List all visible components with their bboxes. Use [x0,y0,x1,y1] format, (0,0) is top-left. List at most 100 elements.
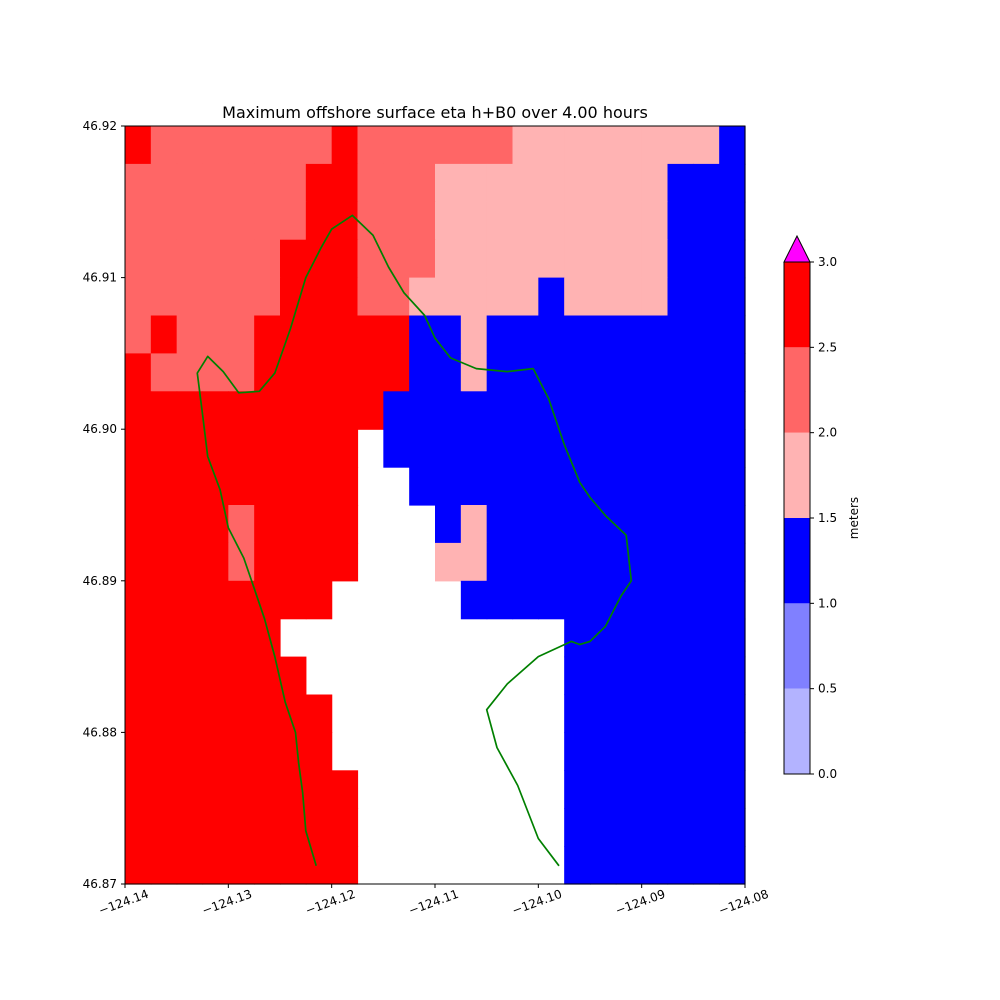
heatmap-cell [460,580,488,620]
heatmap-cell [512,391,539,430]
heatmap-cell [719,126,746,165]
heatmap-cell [719,163,746,203]
heatmap-cell [590,201,617,241]
heatmap-cell [228,808,255,847]
heatmap-cell [228,656,255,696]
heatmap-cell [615,126,643,165]
y-tick-label: 46.87 [83,877,117,891]
heatmap-cell [125,694,152,733]
heatmap-cell [228,542,255,582]
heatmap-cell [383,315,410,354]
heatmap-cell [460,542,488,582]
heatmap-cell [331,505,359,544]
heatmap-cell [615,163,643,203]
heatmap-cell [460,391,488,430]
heatmap-cell [254,467,281,506]
heatmap-cell [383,201,410,241]
heatmap-cell [228,391,255,430]
heatmap-cell [254,846,281,885]
heatmap-cell [409,315,436,354]
heatmap-cell [305,277,333,317]
heatmap-cell [564,694,591,733]
heatmap-cell [538,239,565,279]
heatmap-cell [615,732,643,771]
heatmap-cell [564,201,591,241]
heatmap-cell [564,353,591,392]
heatmap-cell [693,391,720,430]
heatmap-cell [125,618,152,658]
heatmap-cell [486,505,514,544]
heatmap-cell [176,580,204,620]
heatmap-cell [305,467,333,506]
heatmap-cell [254,808,281,847]
heatmap-cell [176,239,204,279]
heatmap-cell [719,505,746,544]
heatmap-cell [435,353,462,392]
heatmap-cell [254,694,281,733]
heatmap-cell [331,770,359,809]
heatmap-cell [641,505,669,544]
heatmap-cell [719,618,746,658]
colorbar-segment [784,518,810,604]
heatmap-cell [641,656,669,696]
heatmap-cell [228,126,255,165]
heatmap-cell [228,580,255,620]
heatmap-cell [615,694,643,733]
heatmap-cell [125,429,152,468]
heatmap-cell [460,467,488,506]
heatmap-cell [176,770,204,809]
heatmap-cell [125,580,152,620]
heatmap-cell [486,126,514,165]
colorbar-tick-label: 2.0 [818,426,837,440]
heatmap-cell [590,126,617,165]
heatmap-cell [719,580,746,620]
heatmap-cell [460,163,488,203]
heatmap-cell [125,505,152,544]
heatmap-cell [564,505,591,544]
heatmap-cell [383,353,410,392]
heatmap-cell [615,770,643,809]
heatmap-cell [590,391,617,430]
heatmap-cell [176,732,204,771]
heatmap-cell [693,505,720,544]
heatmap-cell [615,808,643,847]
heatmap-cell [254,429,281,468]
heatmap-cell [564,277,591,317]
heatmap-cell [150,201,178,241]
heatmap-cell [693,277,720,317]
heatmap-cell [305,126,333,165]
heatmap-cell [357,315,384,354]
heatmap-cell [590,694,617,733]
heatmap-cell [641,277,669,317]
heatmap-cell [564,429,591,468]
heatmap-cell [641,770,669,809]
heatmap-cell [667,580,694,620]
heatmap-cell [125,808,152,847]
heatmap-cell [228,505,255,544]
heatmap-cell [228,163,255,203]
heatmap-cell [486,429,514,468]
heatmap-cell [719,542,746,582]
heatmap-cell [435,391,462,430]
heatmap-cell [331,353,359,392]
heatmap-cell [176,467,204,506]
heatmap-cell [150,467,178,506]
heatmap-cell [305,353,333,392]
heatmap-cell [564,618,591,658]
heatmap-cell [125,315,152,354]
heatmap-cell [538,505,565,544]
heatmap-cell [150,126,178,165]
heatmap-cell [125,353,152,392]
heatmap-cell [693,732,720,771]
heatmap-cell [176,846,204,885]
heatmap-cell [357,353,384,392]
heatmap-cell [150,846,178,885]
heatmap-cell [512,315,539,354]
heatmap-cell [564,770,591,809]
heatmap-cell [228,694,255,733]
heatmap-cell [538,391,565,430]
heatmap-cell [435,239,462,279]
heatmap-cell [615,429,643,468]
heatmap-cell [719,239,746,279]
heatmap-cell [693,429,720,468]
